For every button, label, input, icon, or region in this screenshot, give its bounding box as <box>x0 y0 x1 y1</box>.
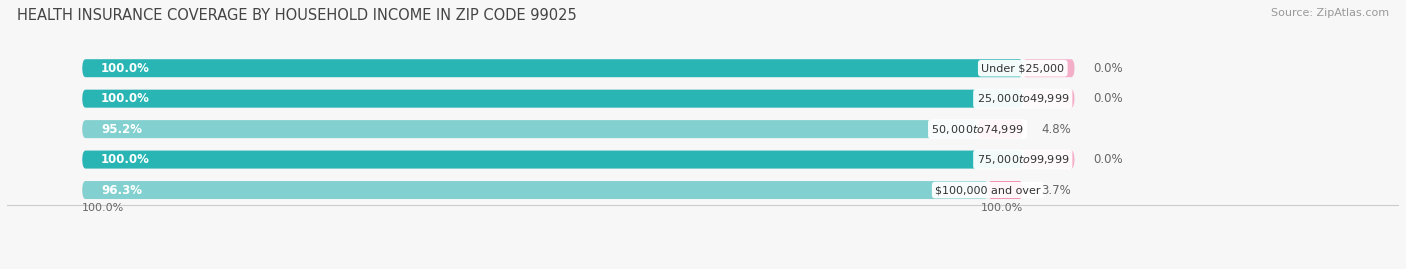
FancyBboxPatch shape <box>82 151 1022 169</box>
Text: HEALTH INSURANCE COVERAGE BY HOUSEHOLD INCOME IN ZIP CODE 99025: HEALTH INSURANCE COVERAGE BY HOUSEHOLD I… <box>17 8 576 23</box>
FancyBboxPatch shape <box>82 181 988 199</box>
FancyBboxPatch shape <box>82 90 1022 108</box>
FancyBboxPatch shape <box>82 181 1022 199</box>
Text: 100.0%: 100.0% <box>980 203 1022 213</box>
Text: 100.0%: 100.0% <box>83 203 125 213</box>
FancyBboxPatch shape <box>977 120 1022 138</box>
FancyBboxPatch shape <box>1022 151 1074 169</box>
Text: 96.3%: 96.3% <box>101 183 142 197</box>
Text: 4.8%: 4.8% <box>1042 123 1071 136</box>
Text: 3.7%: 3.7% <box>1042 183 1071 197</box>
Text: Source: ZipAtlas.com: Source: ZipAtlas.com <box>1271 8 1389 18</box>
Text: $75,000 to $99,999: $75,000 to $99,999 <box>977 153 1069 166</box>
Text: $25,000 to $49,999: $25,000 to $49,999 <box>977 92 1069 105</box>
FancyBboxPatch shape <box>82 59 1022 77</box>
Text: 0.0%: 0.0% <box>1094 62 1123 75</box>
FancyBboxPatch shape <box>82 120 1022 138</box>
Text: $100,000 and over: $100,000 and over <box>935 185 1040 195</box>
FancyBboxPatch shape <box>82 59 1022 77</box>
FancyBboxPatch shape <box>82 90 1022 108</box>
FancyBboxPatch shape <box>82 120 977 138</box>
Text: 0.0%: 0.0% <box>1094 92 1123 105</box>
FancyBboxPatch shape <box>82 151 1022 169</box>
Text: 95.2%: 95.2% <box>101 123 142 136</box>
FancyBboxPatch shape <box>1022 90 1074 108</box>
Text: Under $25,000: Under $25,000 <box>981 63 1064 73</box>
Text: 100.0%: 100.0% <box>101 153 150 166</box>
Text: 100.0%: 100.0% <box>101 92 150 105</box>
Text: $50,000 to $74,999: $50,000 to $74,999 <box>931 123 1024 136</box>
FancyBboxPatch shape <box>988 181 1022 199</box>
Text: 100.0%: 100.0% <box>101 62 150 75</box>
FancyBboxPatch shape <box>1022 59 1074 77</box>
Text: 0.0%: 0.0% <box>1094 153 1123 166</box>
